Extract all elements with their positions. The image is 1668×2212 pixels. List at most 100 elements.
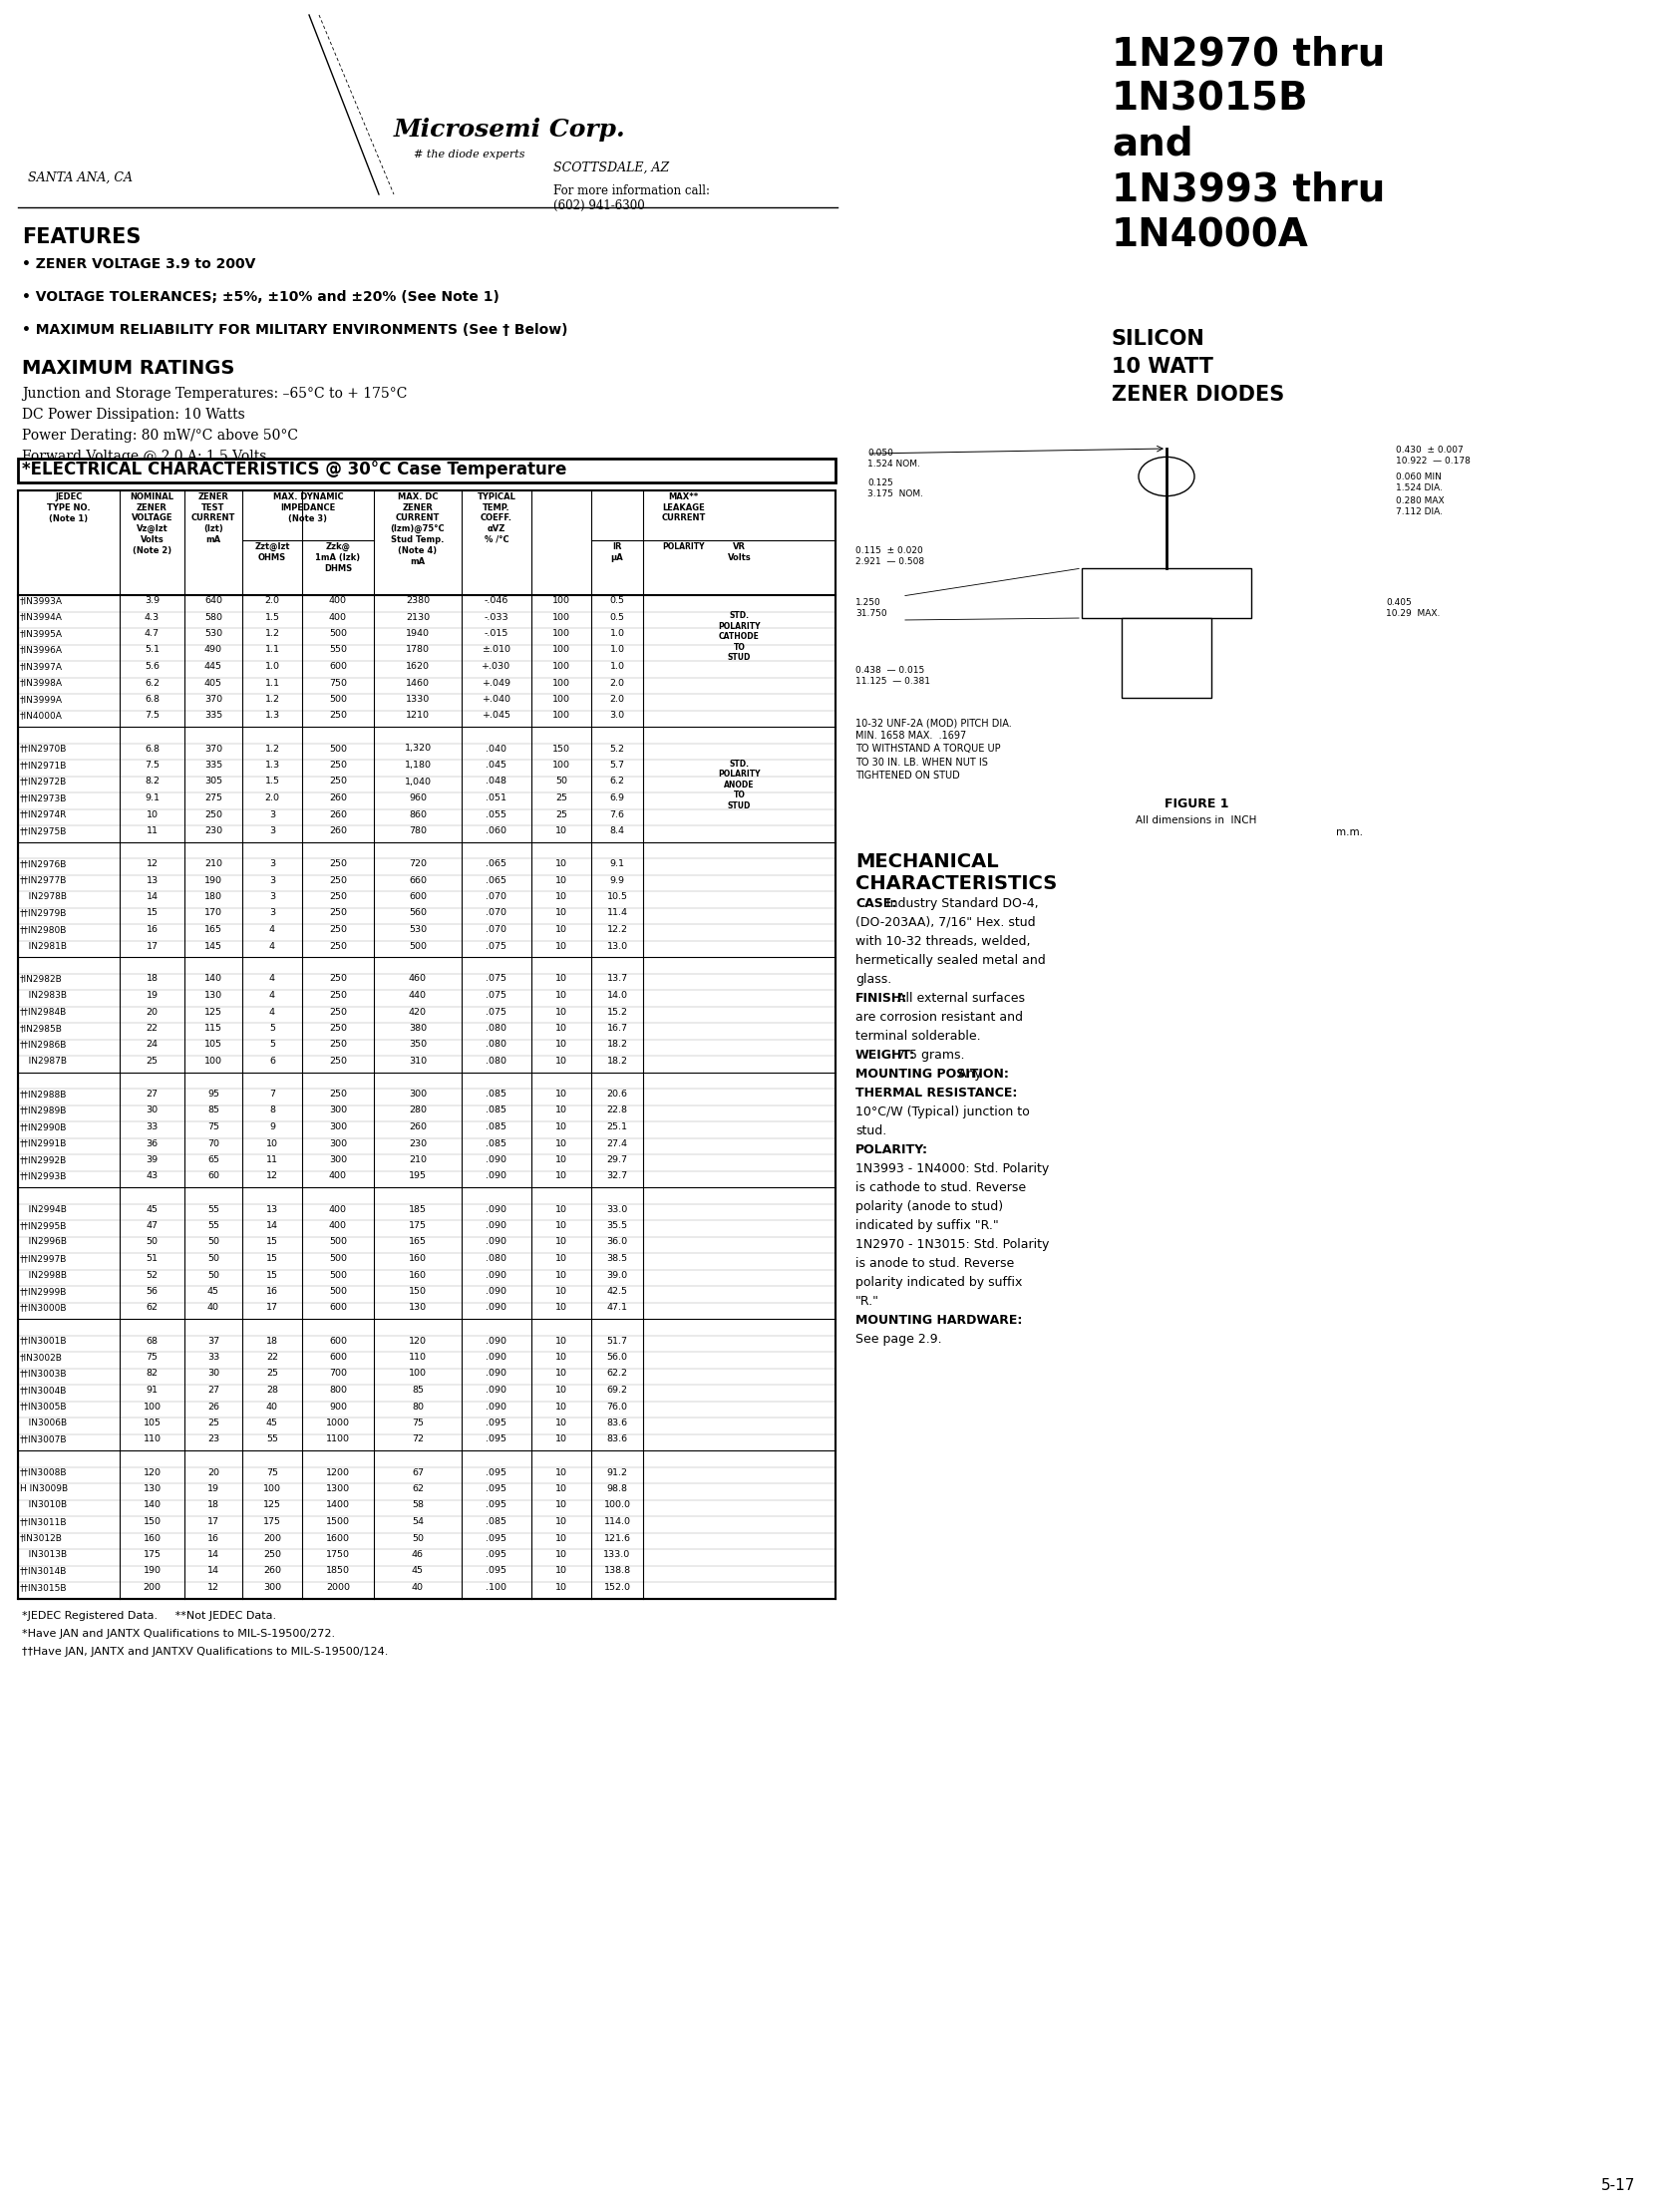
Text: 13: 13 [145,876,158,885]
Text: 100: 100 [552,613,570,622]
Text: 15: 15 [265,1270,279,1279]
Text: .075: .075 [485,1006,507,1015]
Text: .090: .090 [485,1237,507,1248]
Text: m.m.: m.m. [1334,827,1363,838]
Text: 39.0: 39.0 [605,1270,627,1279]
Text: .080: .080 [485,1040,507,1048]
Text: 350: 350 [409,1040,427,1048]
Text: 55: 55 [265,1436,279,1444]
Text: †IN2982B: †IN2982B [20,975,62,984]
Text: 10: 10 [555,975,567,984]
Text: ††IN2986B: ††IN2986B [20,1040,67,1048]
Text: .090: .090 [485,1369,507,1378]
Text: †IN2985B: †IN2985B [20,1024,63,1033]
Text: .048: .048 [485,776,507,785]
Text: 10: 10 [555,1237,567,1248]
Text: 70: 70 [207,1139,219,1148]
Text: 3: 3 [269,827,275,836]
Text: 10: 10 [555,1221,567,1230]
Text: 1.0: 1.0 [609,646,624,655]
Text: 19: 19 [147,991,158,1000]
Text: 1500: 1500 [325,1517,350,1526]
Text: 250: 250 [329,991,347,1000]
Text: 40: 40 [265,1402,279,1411]
Text: 780: 780 [409,827,427,836]
Text: 10: 10 [555,1287,567,1296]
Text: 75: 75 [207,1121,219,1130]
Text: 9.1: 9.1 [145,794,160,803]
Text: VR
Volts: VR Volts [727,542,751,562]
Text: 100: 100 [203,1057,222,1066]
Text: IN2994B: IN2994B [20,1206,67,1214]
Text: 530: 530 [409,925,427,933]
Text: 200: 200 [264,1533,280,1542]
Text: 50: 50 [147,1237,158,1248]
Text: 4: 4 [269,975,275,984]
Text: 20.6: 20.6 [607,1091,627,1099]
Text: 250: 250 [329,925,347,933]
Text: 0.438  — 0.015
11.125  — 0.381: 0.438 — 0.015 11.125 — 0.381 [856,666,929,686]
Text: 62: 62 [412,1484,424,1493]
Text: 91: 91 [147,1385,158,1394]
Text: 105: 105 [143,1418,160,1427]
Text: 440: 440 [409,991,427,1000]
Text: 27: 27 [147,1091,158,1099]
Text: 17: 17 [265,1303,279,1312]
Text: ††IN3003B: ††IN3003B [20,1369,67,1378]
Text: 10: 10 [555,1155,567,1164]
Text: 56: 56 [147,1287,158,1296]
Text: 500: 500 [409,942,427,951]
Text: 16.7: 16.7 [607,1024,627,1033]
Text: 100: 100 [264,1484,280,1493]
Text: 7.5 grams.: 7.5 grams. [894,1048,964,1062]
Text: 45: 45 [265,1418,279,1427]
Text: JEDEC
TYPE NO.
(Note 1): JEDEC TYPE NO. (Note 1) [47,493,90,522]
Text: 8.4: 8.4 [609,827,624,836]
Text: 1.1: 1.1 [265,646,280,655]
Text: 210: 210 [203,858,222,869]
Text: .070: .070 [485,909,507,918]
Text: .085: .085 [485,1106,507,1115]
Text: 10: 10 [555,1172,567,1181]
Text: 33: 33 [145,1121,158,1130]
Text: 10: 10 [555,1354,567,1363]
Text: 10: 10 [555,909,567,918]
Text: 12: 12 [265,1172,279,1181]
Text: ±.010: ±.010 [482,646,510,655]
Text: 310: 310 [409,1057,427,1066]
Text: Power Derating: 80 mW/°C above 50°C: Power Derating: 80 mW/°C above 50°C [22,429,299,442]
Text: 10: 10 [555,1500,567,1511]
Text: 4: 4 [269,1006,275,1015]
Text: 121.6: 121.6 [604,1533,631,1542]
Text: 500: 500 [329,1254,347,1263]
Text: ††IN2989B: ††IN2989B [20,1106,67,1115]
Text: 130: 130 [409,1303,427,1312]
Text: 10: 10 [555,1484,567,1493]
Text: 960: 960 [409,794,427,803]
Text: 100: 100 [552,761,570,770]
Text: polarity (anode to stud): polarity (anode to stud) [856,1201,1002,1212]
Text: 130: 130 [143,1484,162,1493]
Text: 420: 420 [409,1006,427,1015]
Text: 8.2: 8.2 [145,776,160,785]
Text: 7.6: 7.6 [609,810,624,818]
Text: 10: 10 [555,1584,567,1593]
Text: 36.0: 36.0 [605,1237,627,1248]
Text: 1,320: 1,320 [404,743,430,752]
Text: 20: 20 [147,1006,158,1015]
Text: MAX. DYNAMIC
IMPEDANCE
(Note 3): MAX. DYNAMIC IMPEDANCE (Note 3) [272,493,344,522]
Text: .095: .095 [485,1533,507,1542]
Text: 230: 230 [409,1139,427,1148]
Text: 0.060 MIN
1.524 DIA.: 0.060 MIN 1.524 DIA. [1394,473,1441,493]
Text: 18.2: 18.2 [607,1057,627,1066]
Text: 33.0: 33.0 [605,1206,627,1214]
Text: 68: 68 [147,1336,158,1345]
Text: .090: .090 [485,1172,507,1181]
Text: 3.9: 3.9 [145,595,160,606]
Text: ††IN3001B: ††IN3001B [20,1336,67,1345]
Text: 133.0: 133.0 [604,1551,631,1559]
Text: 11.4: 11.4 [607,909,627,918]
Text: 1400: 1400 [325,1500,350,1511]
Text: 250: 250 [329,776,347,785]
Text: +.030: +.030 [482,661,510,670]
